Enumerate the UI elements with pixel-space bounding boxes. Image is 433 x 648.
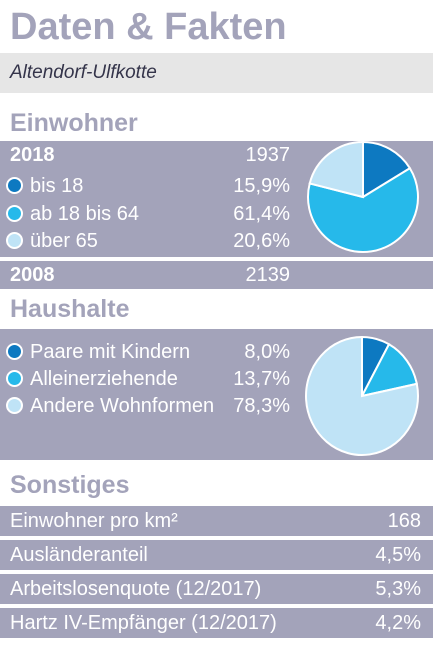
haushalte-pie-chart — [305, 335, 419, 456]
sonstiges-label-auslaenderanteil: Ausländeranteil — [10, 544, 148, 566]
sonstiges-row-hartz-iv: Hartz IV-Empfänger (12/2017) 4,2% — [0, 608, 433, 638]
einwohner-2008-bar — [0, 261, 433, 289]
einwohner-label-ueber-65: über 65 — [30, 230, 98, 252]
haushalte-value-alleinerziehende: 13,7% — [233, 368, 290, 390]
haushalte-value-andere: 78,3% — [233, 395, 290, 417]
einwohner-heading: Einwohner — [10, 109, 138, 137]
location-label: Altendorf-Ulfkotte — [10, 62, 157, 83]
legend-dot-ueber-65 — [6, 232, 23, 249]
legend-dot-paare-mit-kindern — [6, 343, 23, 360]
sonstiges-row-auslaenderanteil: Ausländeranteil 4,5% — [0, 540, 433, 570]
sonstiges-value-arbeitslosenquote: 5,3% — [375, 578, 421, 600]
sonstiges-value-auslaenderanteil: 4,5% — [375, 544, 421, 566]
einwohner-pie-slice-ab-18-bis-64 — [307, 166, 419, 253]
legend-dot-18-64 — [6, 205, 23, 222]
sonstiges-value-einwohner-pro-km2: 168 — [387, 510, 421, 532]
legend-dot-bis-18 — [6, 177, 23, 194]
sonstiges-heading: Sonstiges — [10, 471, 130, 499]
legend-dot-alleinerziehende — [6, 370, 23, 387]
einwohner-value-bis-18: 15,9% — [233, 175, 290, 197]
haushalte-label-paare: Paare mit Kindern — [30, 341, 191, 363]
sonstiges-row-arbeitslosenquote: Arbeitslosenquote (12/2017) 5,3% — [0, 574, 433, 604]
haushalte-value-paare: 8,0% — [244, 341, 290, 363]
sonstiges-row-einwohner-pro-km2: Einwohner pro km² 168 — [0, 506, 433, 536]
einwohner-total-2008: 2139 — [245, 264, 291, 286]
sonstiges-value-hartz-iv: 4,2% — [375, 612, 421, 634]
haushalte-label-andere: Andere Wohnformen — [30, 395, 215, 417]
einwohner-value-ueber-65: 20,6% — [233, 230, 290, 252]
einwohner-year-2008: 2008 — [10, 264, 55, 286]
location-band — [0, 53, 433, 93]
einwohner-value-18-64: 61,4% — [233, 203, 290, 225]
sonstiges-label-einwohner-pro-km2: Einwohner pro km² — [10, 510, 178, 532]
einwohner-label-18-64: ab 18 bis 64 — [30, 203, 139, 225]
haushalte-pie-slice-andere-wohnformen — [305, 335, 419, 456]
legend-dot-andere-wohnformen — [6, 397, 23, 414]
einwohner-label-bis-18: bis 18 — [30, 175, 84, 197]
sonstiges-label-hartz-iv: Hartz IV-Empfänger (12/2017) — [10, 612, 277, 634]
haushalte-heading: Haushalte — [10, 295, 130, 323]
einwohner-pie-chart — [307, 140, 419, 253]
einwohner-total-2018: 1937 — [245, 144, 291, 166]
haushalte-label-alleinerziehende: Alleinerziehende — [30, 368, 178, 390]
page-title: Daten & Fakten — [10, 6, 287, 48]
einwohner-year-2018: 2018 — [10, 144, 55, 166]
einwohner-pie-slice-bis-18 — [362, 140, 412, 199]
sonstiges-label-arbeitslosenquote: Arbeitslosenquote (12/2017) — [10, 578, 262, 600]
einwohner-pie-slice-ber-65 — [308, 140, 364, 199]
